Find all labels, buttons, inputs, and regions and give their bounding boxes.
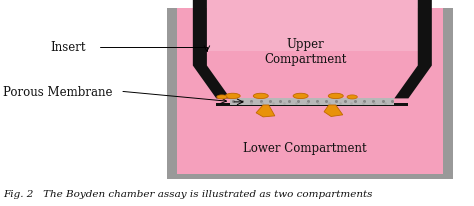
Bar (216, 104, 409, 107)
Polygon shape (394, 0, 432, 99)
Text: Fig. 2   The Boyden chamber assay is illustrated as two compartments: Fig. 2 The Boyden chamber assay is illus… (3, 190, 373, 199)
Polygon shape (207, 0, 418, 99)
Ellipse shape (347, 95, 357, 99)
Ellipse shape (225, 94, 240, 99)
Bar (167, 9, 453, 179)
Polygon shape (256, 105, 275, 117)
Ellipse shape (217, 95, 227, 99)
Text: Porous Membrane: Porous Membrane (3, 85, 112, 98)
Bar (177, 9, 443, 174)
Polygon shape (324, 105, 343, 117)
Ellipse shape (253, 94, 268, 99)
Text: Upper
Compartment: Upper Compartment (264, 38, 346, 66)
Polygon shape (193, 0, 230, 99)
Bar (230, 99, 394, 105)
Polygon shape (207, 0, 418, 52)
Ellipse shape (293, 94, 308, 99)
Ellipse shape (328, 94, 343, 99)
Text: Lower Compartment: Lower Compartment (244, 142, 367, 154)
Bar (177, 9, 443, 174)
Text: Insert: Insert (50, 41, 85, 54)
